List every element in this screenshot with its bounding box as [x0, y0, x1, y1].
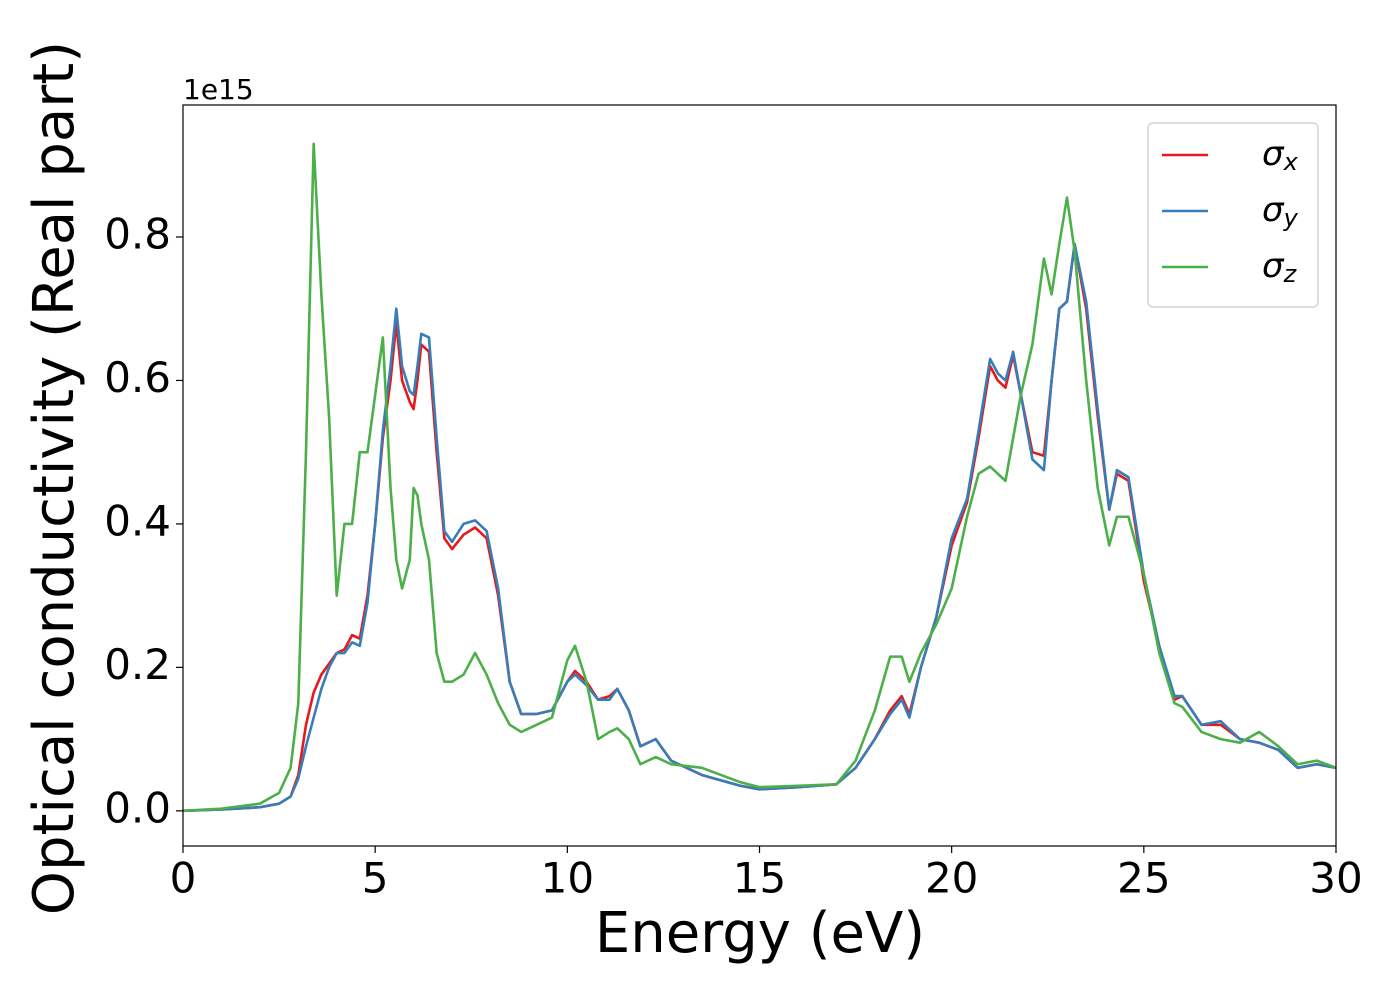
x-tick-label: 15	[733, 854, 786, 903]
x-tick-label: 30	[1309, 854, 1362, 903]
legend-box	[1147, 122, 1319, 308]
x-tick-label: 10	[541, 854, 594, 903]
legend-label: σz	[1262, 246, 1298, 289]
y-tick-label: 0.0	[104, 783, 171, 832]
x-axis-label: Energy (eV)	[595, 901, 925, 966]
legend-label: σx	[1262, 134, 1299, 177]
y-tick-label: 0.6	[104, 353, 171, 402]
y-tick-label: 0.2	[104, 640, 171, 689]
series-line	[183, 242, 1336, 813]
x-tick-label: 25	[1117, 854, 1170, 903]
y-tick-label: 0.4	[104, 496, 171, 545]
x-tick-label: 0	[170, 854, 197, 903]
x-tick-label: 20	[925, 854, 978, 903]
y-offset-label: 1e15	[183, 73, 254, 106]
series-line	[183, 242, 1336, 813]
y-axis-label: Optical conductivity (Real part)	[22, 41, 87, 915]
y-tick-label: 0.8	[104, 209, 171, 258]
plot-frame	[182, 104, 1337, 847]
x-tick-label: 5	[362, 854, 389, 903]
legend-label: σy	[1262, 190, 1299, 233]
series-line	[183, 142, 1336, 813]
